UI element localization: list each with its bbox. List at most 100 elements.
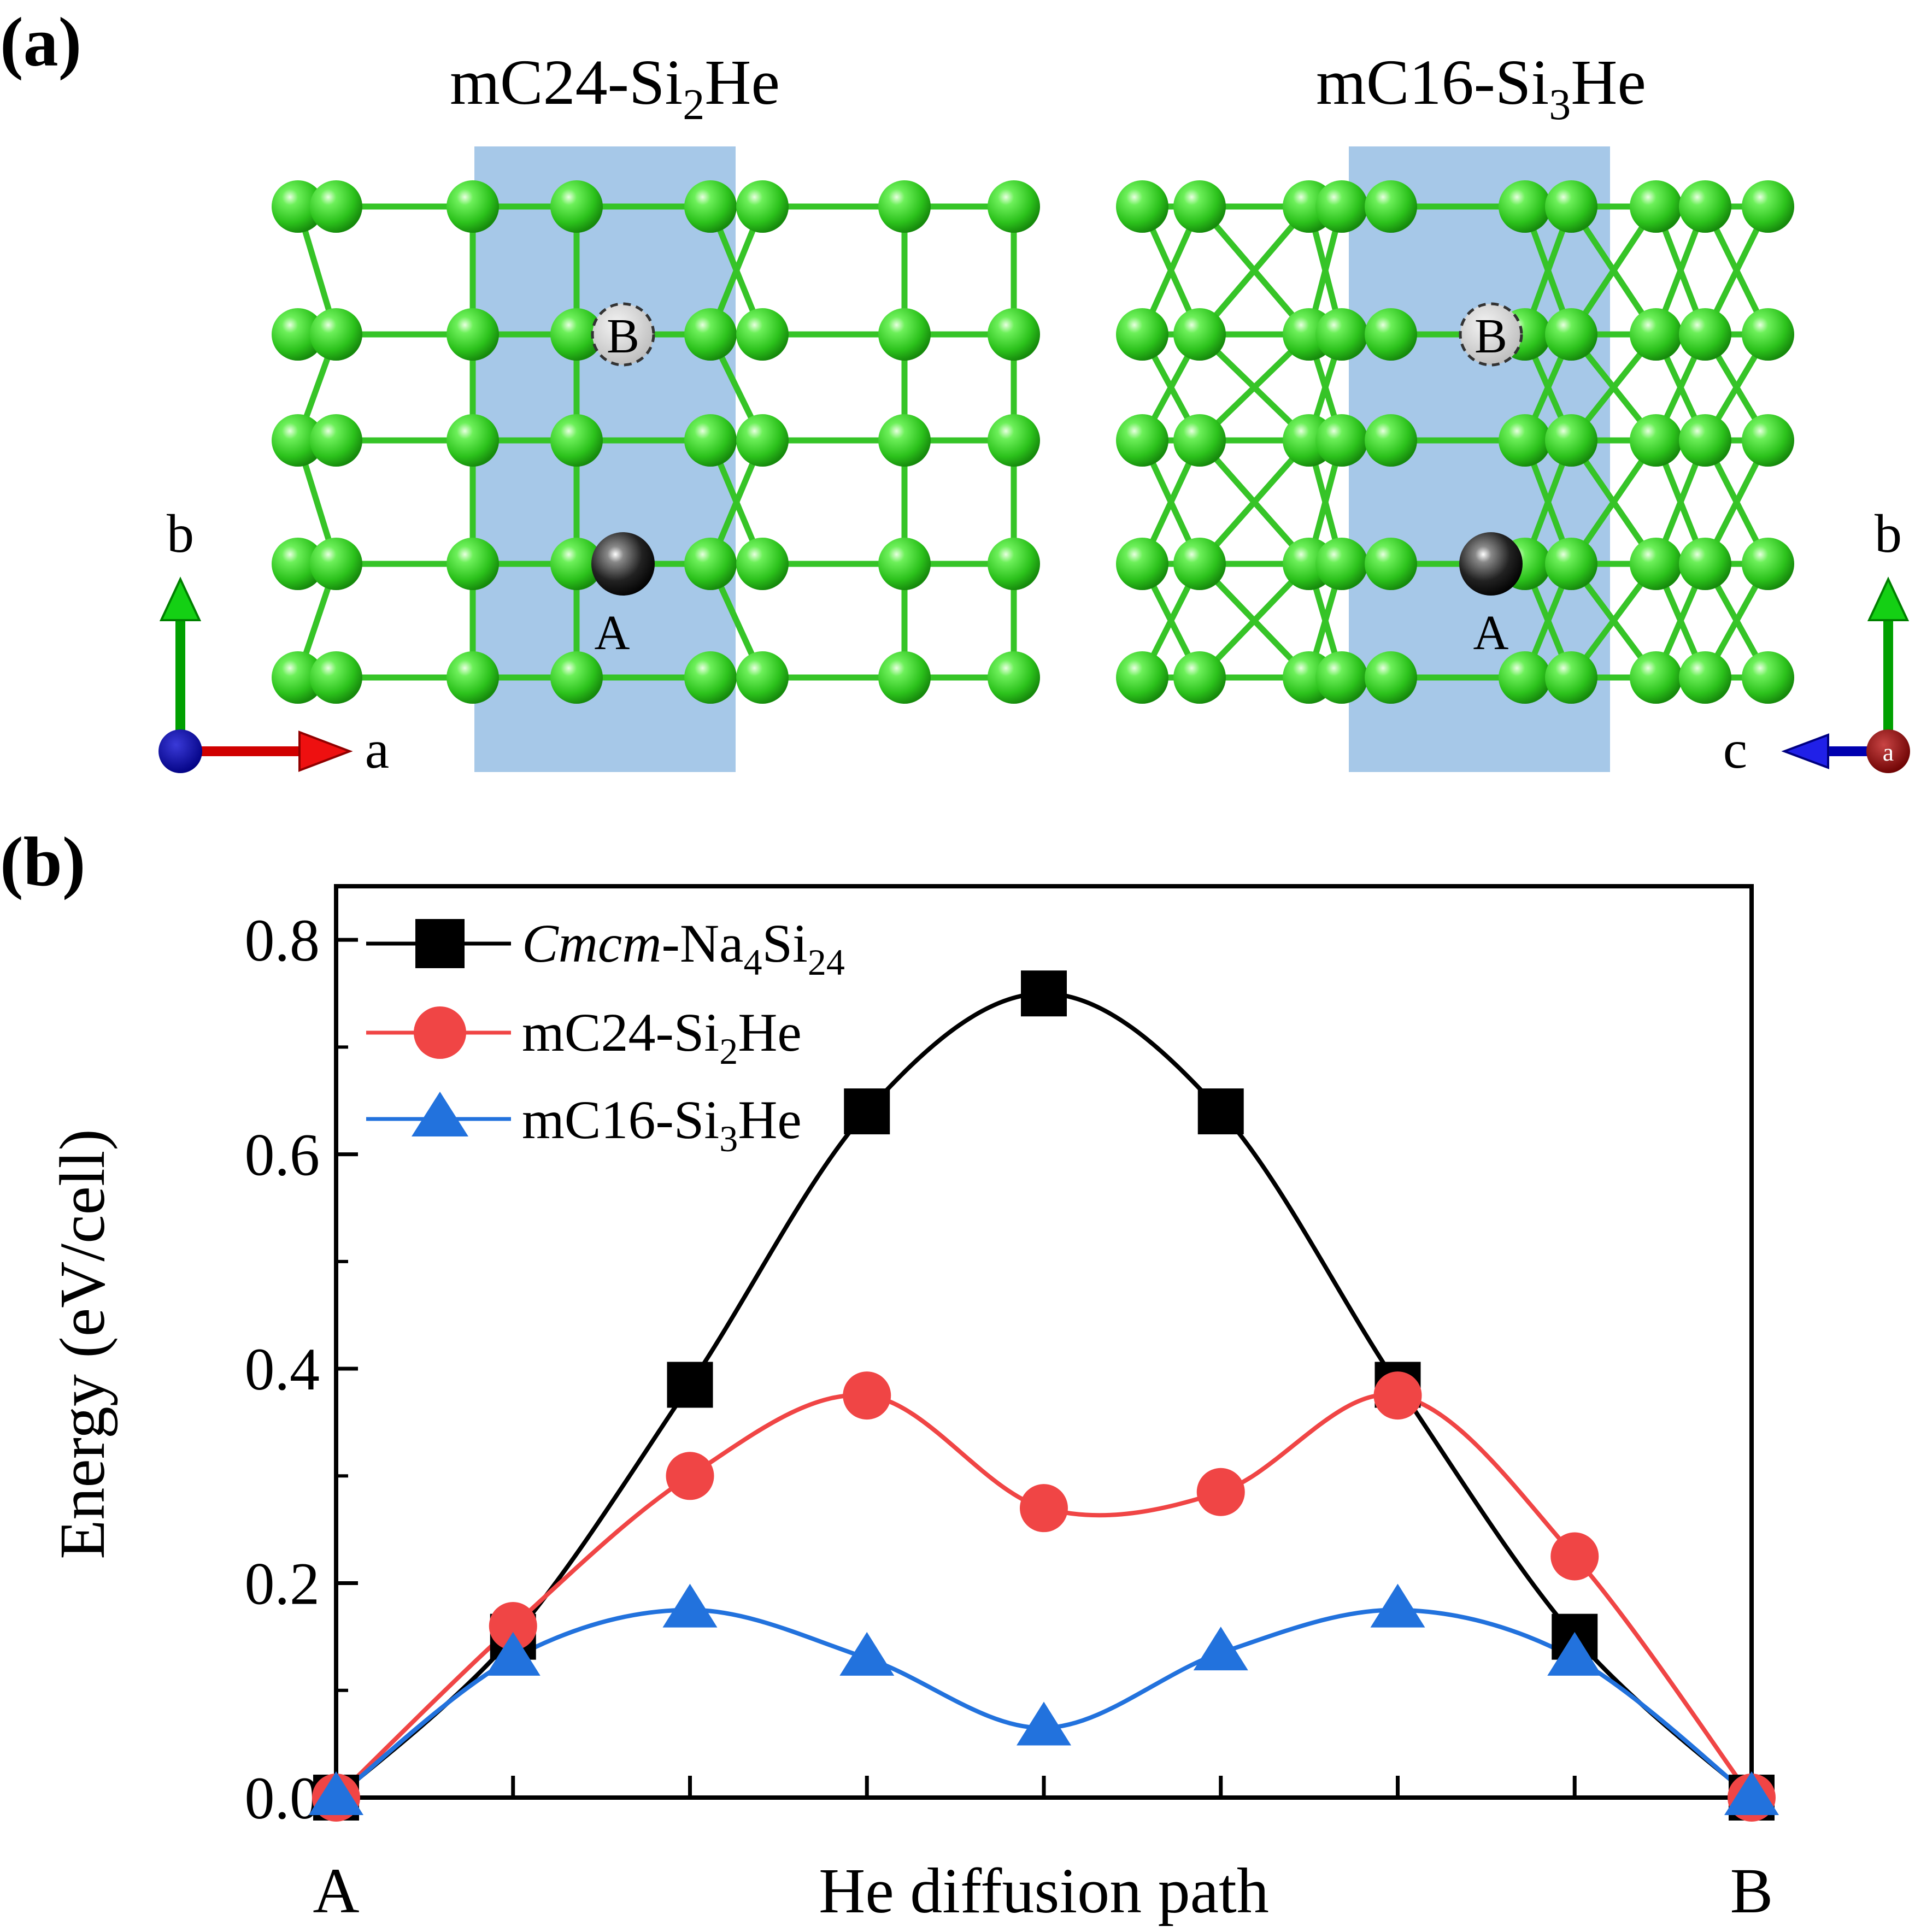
si-atom (1630, 414, 1682, 467)
axis-b-label: b (167, 503, 194, 564)
si-atom (1315, 180, 1368, 233)
structure-mc24: mC24-Si2He B A b a (158, 46, 1040, 780)
si-atom (550, 651, 603, 704)
legend: Cmcm-Na4Si24 mC24-Si2He mC16-Si3He (366, 913, 845, 1159)
svg-text:mC24-Si2He: mC24-Si2He (522, 1002, 802, 1072)
si-atom (1499, 180, 1551, 233)
data-point-circle (489, 1602, 537, 1651)
data-point-square (844, 1088, 890, 1135)
si-atom (1365, 180, 1417, 233)
y-tick-label: 0.6 (245, 1122, 320, 1188)
si-atom (684, 308, 737, 361)
si-atom (684, 414, 737, 467)
si-atom (1499, 414, 1551, 467)
data-point-circle (1196, 1468, 1245, 1516)
si-atom (988, 651, 1040, 704)
si-atom (1365, 308, 1417, 361)
si-atom (272, 414, 324, 467)
si-bond (1197, 438, 1312, 566)
si-atom (1742, 180, 1794, 233)
si-atom (1365, 414, 1417, 467)
si-bond (1197, 562, 1311, 680)
site-b-label: B (607, 309, 639, 363)
si-atom (736, 538, 789, 590)
si-atom (1499, 651, 1551, 704)
si-atom (684, 538, 737, 590)
y-tick-label: 0.0 (245, 1765, 320, 1831)
si-atom (684, 651, 737, 704)
si-atom (1742, 651, 1794, 704)
axis-dot-label: a (1883, 738, 1894, 766)
si-atom (1742, 308, 1794, 361)
y-axis-label: Energy (eV/cell) (46, 1129, 118, 1559)
si-atom (1365, 538, 1417, 590)
si-atom (310, 414, 362, 467)
axis-a-label: a (365, 719, 389, 780)
svg-text:mC16-Si3He: mC16-Si3He (522, 1089, 802, 1159)
si-atom (272, 180, 324, 233)
si-atom (988, 538, 1040, 590)
si-atom (1545, 414, 1597, 467)
si-atom (1173, 651, 1226, 704)
si-atom (310, 651, 362, 704)
data-point-circle (1550, 1532, 1599, 1581)
si-atom (736, 414, 789, 467)
si-atom (1173, 180, 1226, 233)
si-atom (988, 180, 1040, 233)
si-atom (1315, 651, 1368, 704)
legend-item: mC24-Si2He (366, 1002, 802, 1072)
x-tick-label: A (313, 1855, 359, 1927)
si-atom (878, 308, 931, 361)
si-atom (310, 538, 362, 590)
si-atom (447, 538, 499, 590)
y-tick-label: 0.2 (245, 1551, 320, 1617)
si-atom (1679, 180, 1731, 233)
he-site-b-ghost (591, 302, 655, 367)
si-atom (447, 414, 499, 467)
si-atom (1679, 308, 1731, 361)
si-atom (550, 180, 603, 233)
site-a-label: A (1473, 606, 1509, 660)
si-atom (1315, 538, 1368, 590)
data-point-triangle (1370, 1583, 1425, 1628)
data-point-triangle (662, 1583, 718, 1628)
si-atom (1545, 651, 1597, 704)
si-atom (447, 180, 499, 233)
data-point-circle (1373, 1371, 1422, 1420)
si-atom (684, 180, 737, 233)
he-atom (591, 532, 655, 596)
si-atom (736, 180, 789, 233)
y-tick-label: 0.4 (245, 1336, 320, 1403)
x-axis-label: He diffusion path (819, 1855, 1269, 1927)
axis-b-label: b (1875, 503, 1902, 564)
si-atom (1116, 651, 1168, 704)
si-atom (1173, 414, 1226, 467)
si-atom (1315, 308, 1368, 361)
data-point-triangle (1547, 1631, 1602, 1676)
si-atom (1630, 180, 1682, 233)
si-atom (878, 414, 931, 467)
si-atom (1545, 180, 1597, 233)
structure-mc24-title: mC24-Si2He (450, 46, 780, 129)
data-point-triangle (1017, 1701, 1071, 1746)
data-point-circle (843, 1371, 891, 1420)
axes-indicator-right: a b c (1723, 503, 1910, 780)
si-atom (1365, 651, 1417, 704)
si-atom (272, 651, 324, 704)
he-site-b-ghost (1459, 302, 1523, 367)
si-atom (1116, 308, 1168, 361)
si-atom (988, 414, 1040, 467)
data-point-square (1021, 970, 1067, 1017)
data-point-triangle (839, 1631, 895, 1676)
legend-item: Cmcm-Na4Si24 (366, 913, 845, 983)
si-atom (1679, 651, 1731, 704)
si-atom (1116, 538, 1168, 590)
si-atom (1679, 538, 1731, 590)
si-atom (878, 180, 931, 233)
si-atom (272, 308, 324, 361)
data-point-circle (666, 1452, 714, 1500)
si-atom (1742, 538, 1794, 590)
si-atom (736, 308, 789, 361)
